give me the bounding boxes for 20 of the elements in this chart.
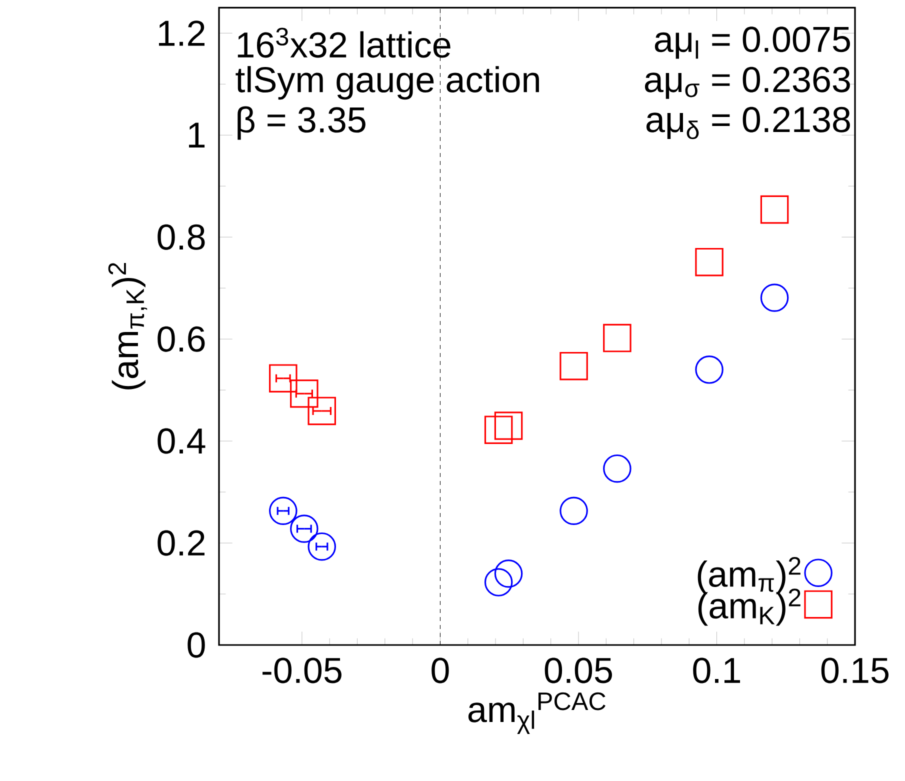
y-tick-label: 0.8 <box>158 224 205 250</box>
y-tick-label: 1.2 <box>158 20 204 46</box>
annotation: tlSym gauge action <box>236 66 539 100</box>
annotation: β = 3.35 <box>238 106 366 140</box>
x-axis-title: am$_{χl}$PCAC <box>468 692 606 734</box>
x-tick-label: -0.05 <box>262 658 342 684</box>
x-tick-label: 0.1 <box>693 658 740 684</box>
y-axis-title: (am$_{π,K}$)$^{2}$ <box>108 262 148 390</box>
y-tick-label: 0.4 <box>158 428 206 454</box>
y-tick-label: 0.6 <box>158 326 205 352</box>
y-tick-label: 1 <box>189 122 205 148</box>
annotation: aμ$_{l}$ = 0.0075 <box>654 26 850 59</box>
y-tick-label: 0 <box>188 632 205 658</box>
x-tick-label: 0.15 <box>821 658 889 684</box>
y-tick-label: 0.2 <box>158 530 204 556</box>
x-tick-label: 0.05 <box>544 658 612 684</box>
x-tick-label: 0 <box>432 658 449 684</box>
annotation: 16$^{3}$x32 lattice <box>238 28 450 58</box>
annotation: aμ$_{δ}$ = 0.2138 <box>646 106 850 140</box>
annotation: aμ$_{σ}$ = 0.2363 <box>644 66 850 99</box>
